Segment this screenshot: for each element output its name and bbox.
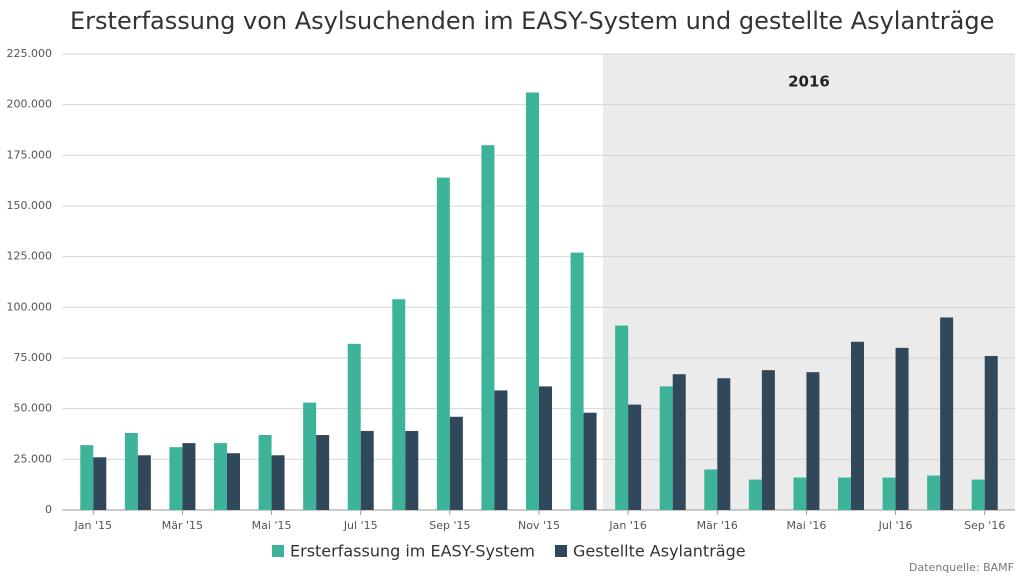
chart-title: Ersterfassung von Asylsuchenden im EASY-… xyxy=(70,7,994,35)
bar xyxy=(940,317,954,510)
bar xyxy=(93,457,107,510)
bar xyxy=(927,475,941,510)
bar xyxy=(227,453,240,510)
bar xyxy=(628,404,642,510)
bar xyxy=(80,445,94,510)
y-tick-label: 75.000 xyxy=(14,351,53,364)
bar xyxy=(214,443,227,510)
y-tick-label: 50.000 xyxy=(14,402,53,415)
bar xyxy=(392,299,406,510)
bar xyxy=(895,347,909,510)
bar xyxy=(583,412,597,510)
bar xyxy=(303,402,317,510)
bar xyxy=(526,92,539,511)
bar xyxy=(882,477,896,510)
bar xyxy=(704,469,718,510)
x-tick-label: Jan '15 xyxy=(74,519,112,532)
legend-label: Ersterfassung im EASY-System xyxy=(290,542,535,561)
x-tick-label: Sep '16 xyxy=(964,519,1005,532)
x-tick-label: Mai '15 xyxy=(252,519,292,532)
bar xyxy=(405,430,419,510)
x-tick-label: Jan '16 xyxy=(608,519,646,532)
bar xyxy=(316,435,330,510)
y-tick-label: 150.000 xyxy=(7,199,53,212)
bar xyxy=(137,455,151,510)
x-tick-label: Mär '16 xyxy=(697,519,738,532)
x-tick-label: Jul '16 xyxy=(878,519,913,532)
bar xyxy=(360,430,374,510)
legend-swatch xyxy=(555,545,567,557)
x-tick-label: Mai '16 xyxy=(787,519,827,532)
y-tick-label: 175.000 xyxy=(7,148,53,161)
legend-label: Gestellte Asylanträge xyxy=(573,542,746,561)
x-tick-label: Sep '15 xyxy=(429,519,470,532)
y-tick-label: 225.000 xyxy=(7,47,53,60)
annotation: 2016 xyxy=(788,73,830,91)
x-tick-label: Jul '15 xyxy=(343,519,378,532)
y-tick-label: 100.000 xyxy=(7,300,53,313)
x-tick-label: Nov '15 xyxy=(518,519,560,532)
bar xyxy=(539,386,552,510)
bar xyxy=(717,378,731,510)
bar xyxy=(436,177,450,511)
bar xyxy=(169,447,183,510)
bar xyxy=(615,325,629,510)
bar xyxy=(659,386,673,510)
bar xyxy=(838,477,851,510)
bar xyxy=(449,416,463,510)
bar xyxy=(806,372,820,510)
legend-swatch xyxy=(272,545,284,557)
y-tick-label: 200.000 xyxy=(7,98,53,111)
bar xyxy=(570,252,584,510)
bar xyxy=(494,390,508,510)
y-tick-label: 0 xyxy=(45,503,52,516)
y-tick-label: 125.000 xyxy=(7,250,53,263)
bar xyxy=(124,432,138,510)
bar xyxy=(258,435,272,510)
bar xyxy=(984,355,998,510)
bar xyxy=(793,477,807,510)
bar xyxy=(271,455,285,510)
bar xyxy=(851,341,864,510)
bar xyxy=(481,145,495,510)
bar xyxy=(761,370,775,510)
bar xyxy=(672,374,686,510)
source: Datenquelle: BAMF xyxy=(909,561,1014,574)
bar xyxy=(748,479,762,510)
y-tick-label: 25.000 xyxy=(14,452,53,465)
bar xyxy=(971,479,985,510)
bar xyxy=(182,443,196,510)
x-tick-label: Mär '15 xyxy=(162,519,203,532)
bar xyxy=(347,343,361,510)
